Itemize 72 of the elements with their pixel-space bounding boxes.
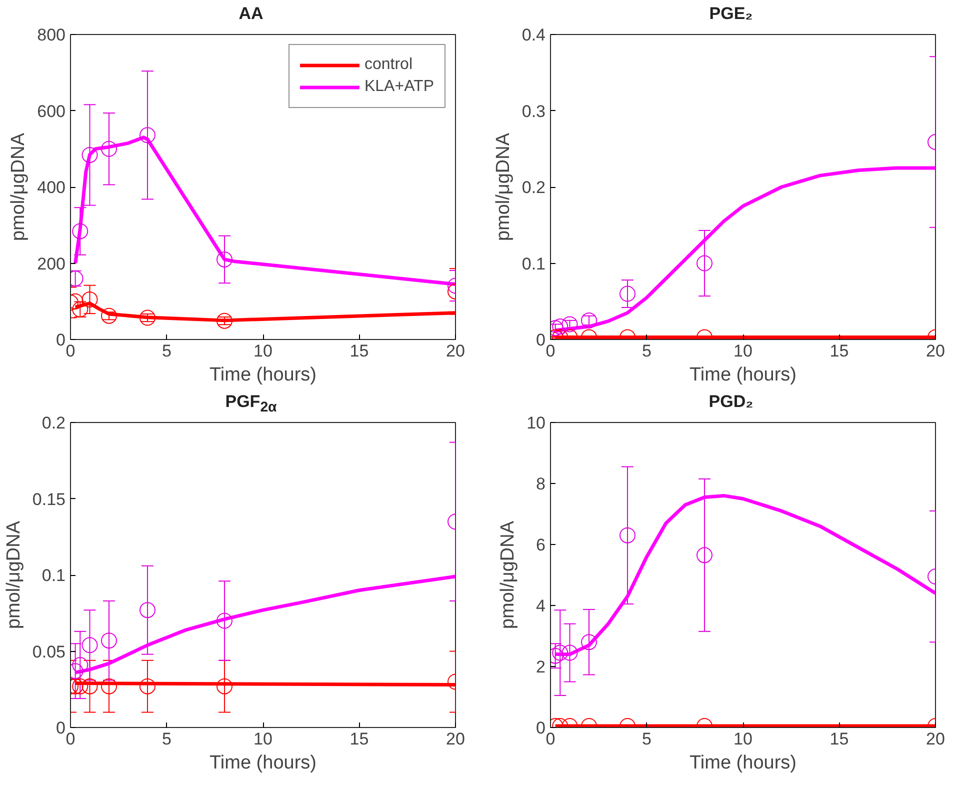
chart-title: PGF$_{2α}$: [225, 392, 277, 416]
x-tick-label: 10: [734, 342, 752, 360]
y-tick-label: 0.05: [32, 642, 66, 662]
x-tick-label: 10: [254, 730, 272, 748]
y-tick-label: 8: [536, 474, 546, 494]
point: [82, 291, 98, 308]
x-tick-label: 15: [350, 342, 369, 360]
y-tick-label: 0.4: [522, 26, 546, 44]
y-tick-label: 400: [37, 178, 66, 197]
line-series: [554, 494, 936, 656]
point: [82, 678, 98, 694]
point: [82, 637, 98, 654]
point: [140, 310, 156, 326]
x-tick-label: 20: [446, 342, 465, 360]
point: [101, 140, 117, 157]
x-axis-title: Time (hours): [690, 752, 796, 774]
x-tick-label: 15: [830, 730, 849, 748]
x-tick-label: 20: [926, 342, 945, 360]
y-tick-label: 10: [526, 414, 546, 432]
point: [101, 308, 117, 324]
legend-label: control: [364, 56, 413, 74]
chart-title: PGD₂: [708, 391, 754, 413]
point: [696, 547, 712, 564]
y-tick-label: 2: [536, 658, 546, 676]
y-tick-label: 0.2: [522, 178, 546, 197]
chart-title: AA: [238, 3, 264, 25]
point: [72, 656, 88, 673]
y-tick-label: 0.3: [522, 102, 546, 121]
x-tick-label: 5: [162, 730, 172, 748]
point: [216, 612, 232, 629]
x-tick-label: 20: [926, 730, 945, 748]
line-series: [74, 136, 456, 286]
y-axis-title: pmol/μgDNA: [3, 520, 24, 630]
y-tick-label: 800: [37, 26, 66, 44]
y-tick-label: 0.15: [32, 490, 66, 509]
x-axis-title: Time (hours): [210, 752, 316, 774]
point: [140, 127, 156, 144]
x-axis-title: Time (hours): [210, 364, 316, 386]
x-tick-label: 5: [642, 342, 652, 360]
y-axis-title: pmol/μgDNA: [8, 132, 30, 242]
point: [101, 632, 117, 649]
x-tick-label: 20: [446, 730, 465, 748]
x-tick-label: 10: [254, 342, 272, 360]
y-tick-label: 600: [37, 102, 66, 121]
y-tick-label: 6: [536, 536, 546, 554]
y-tick-label: 0.1: [522, 254, 546, 274]
point: [140, 602, 156, 618]
point: [101, 678, 117, 694]
point: [216, 678, 232, 694]
line-series: [554, 166, 936, 332]
point: [82, 146, 98, 163]
x-tick-label: 5: [162, 342, 172, 360]
y-tick-label: 0.1: [42, 566, 66, 585]
point: [216, 312, 232, 329]
x-tick-label: 15: [830, 342, 849, 360]
chart-title: PGE₂: [708, 3, 754, 25]
y-tick-label: 4: [536, 596, 546, 616]
x-axis-title: Time (hours): [690, 364, 796, 386]
y-axis-title: pmol/μgDNA: [492, 132, 514, 242]
line-series: [74, 574, 456, 674]
y-axis-title: pmol/μgDNA: [498, 520, 519, 630]
y-tick-label: 0.2: [42, 414, 66, 432]
point: [72, 223, 88, 240]
y-tick-label: 200: [37, 254, 66, 274]
x-tick-label: 10: [734, 730, 752, 748]
point: [72, 678, 88, 694]
point: [620, 527, 636, 544]
x-tick-label: 15: [350, 730, 369, 748]
point: [140, 678, 156, 694]
point: [216, 251, 232, 268]
legend-label: KLA+ATP: [364, 78, 434, 96]
x-tick-label: 5: [642, 730, 652, 748]
